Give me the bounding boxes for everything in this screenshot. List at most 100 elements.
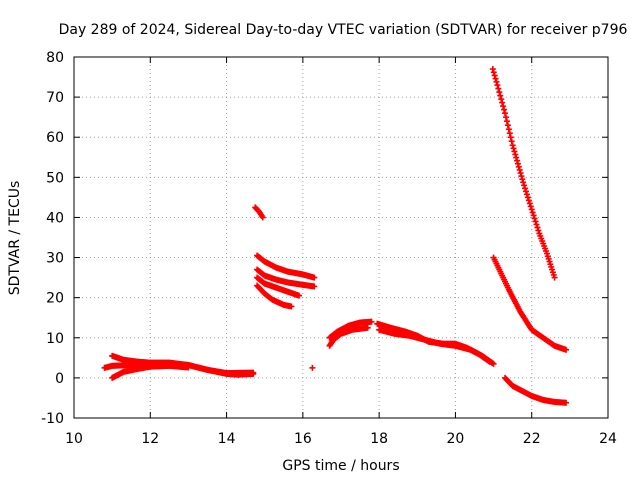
y-tick-label: 20 (46, 291, 64, 307)
data-point (185, 364, 192, 371)
data-point (507, 134, 514, 141)
y-tick-label: 0 (55, 371, 64, 387)
series-arc-17b (326, 318, 375, 341)
data-point (489, 66, 496, 73)
data-point (522, 188, 529, 195)
x-axis-label: GPS time / hours (282, 458, 399, 474)
series-isolated (309, 364, 316, 371)
data-point (368, 318, 375, 325)
series-arc-15b (254, 252, 318, 281)
data-point (505, 126, 512, 133)
data-point (533, 221, 540, 228)
data-point (531, 215, 538, 222)
x-tick-label: 12 (141, 431, 159, 447)
data-point (563, 399, 570, 406)
data-point (527, 203, 534, 210)
data-point (534, 224, 541, 231)
data-point (522, 185, 529, 192)
data-point (309, 364, 316, 371)
data-point (364, 324, 371, 331)
data-point (551, 274, 558, 281)
data-point (521, 182, 528, 189)
series-arc-low-2 (109, 352, 257, 377)
data-point (514, 157, 521, 164)
data-point (490, 360, 497, 367)
data-point (530, 212, 537, 219)
data-point (526, 200, 533, 207)
y-tick-label: 60 (46, 130, 64, 146)
series-arc-21a (489, 66, 558, 281)
data-point (496, 89, 503, 96)
data-point (563, 346, 570, 353)
series-arc-low-3 (109, 362, 192, 381)
data-point (288, 303, 295, 310)
data-point (250, 369, 257, 376)
data-point (518, 173, 525, 180)
data-point (494, 82, 501, 89)
data-point (311, 283, 318, 290)
y-axis-label: SDTVAR / TECUs (7, 181, 23, 296)
y-tick-label: -10 (41, 411, 64, 427)
x-tick-label: 10 (65, 431, 83, 447)
x-tick-label: 18 (370, 431, 388, 447)
data-point (259, 214, 266, 221)
data-point (512, 151, 519, 158)
data-point (532, 218, 539, 225)
data-point (492, 75, 499, 82)
x-tick-label: 14 (218, 431, 236, 447)
data-point (497, 92, 504, 99)
data-points (101, 66, 570, 406)
grid (74, 57, 608, 418)
axis-ticks: 10 12 14 16 18 20 22 24 -10 0 10 20 30 40 50 60 70 80 (41, 50, 617, 447)
y-tick-label: 80 (46, 50, 64, 66)
x-tick-label: 16 (294, 431, 312, 447)
data-point (508, 138, 515, 145)
data-point (498, 96, 505, 103)
data-point (493, 78, 500, 85)
series-arc-15c (254, 266, 318, 290)
data-point (506, 130, 513, 137)
series-arc-15a (252, 204, 266, 221)
data-point (528, 206, 535, 213)
series-arc-21b (490, 254, 570, 353)
data-point (503, 118, 510, 125)
series-arc-15e (254, 282, 295, 310)
data-point (516, 166, 523, 173)
plot-frame (73, 56, 609, 419)
data-point (517, 170, 524, 177)
data-point (501, 106, 508, 113)
data-point (500, 103, 507, 110)
data-point (529, 209, 536, 216)
data-point (510, 145, 517, 152)
x-tick-label: 22 (523, 431, 541, 447)
data-point (502, 110, 509, 117)
x-tick-label: 24 (599, 431, 617, 447)
data-point (504, 122, 511, 129)
data-point (490, 69, 497, 76)
data-point (495, 85, 502, 92)
y-tick-label: 50 (46, 170, 64, 186)
series-arc-15d (254, 274, 303, 299)
data-point (499, 99, 506, 106)
y-tick-label: 70 (46, 90, 64, 106)
data-point (514, 160, 521, 167)
series-arc-21c (502, 374, 570, 406)
data-point (513, 154, 520, 161)
y-tick-label: 30 (46, 251, 64, 267)
data-point (515, 163, 522, 170)
data-point (525, 197, 532, 204)
data-point (311, 274, 318, 281)
y-tick-label: 10 (46, 331, 64, 347)
data-point (524, 194, 531, 201)
data-point (502, 114, 509, 121)
data-point (296, 292, 303, 299)
data-point (511, 148, 518, 155)
data-point (491, 72, 498, 79)
data-point (535, 227, 542, 234)
data-point (509, 142, 516, 149)
data-point (519, 176, 526, 183)
chart-title: Day 289 of 2024, Sidereal Day-to-day VTE… (59, 22, 628, 38)
data-point (523, 191, 530, 198)
data-point (520, 179, 527, 186)
